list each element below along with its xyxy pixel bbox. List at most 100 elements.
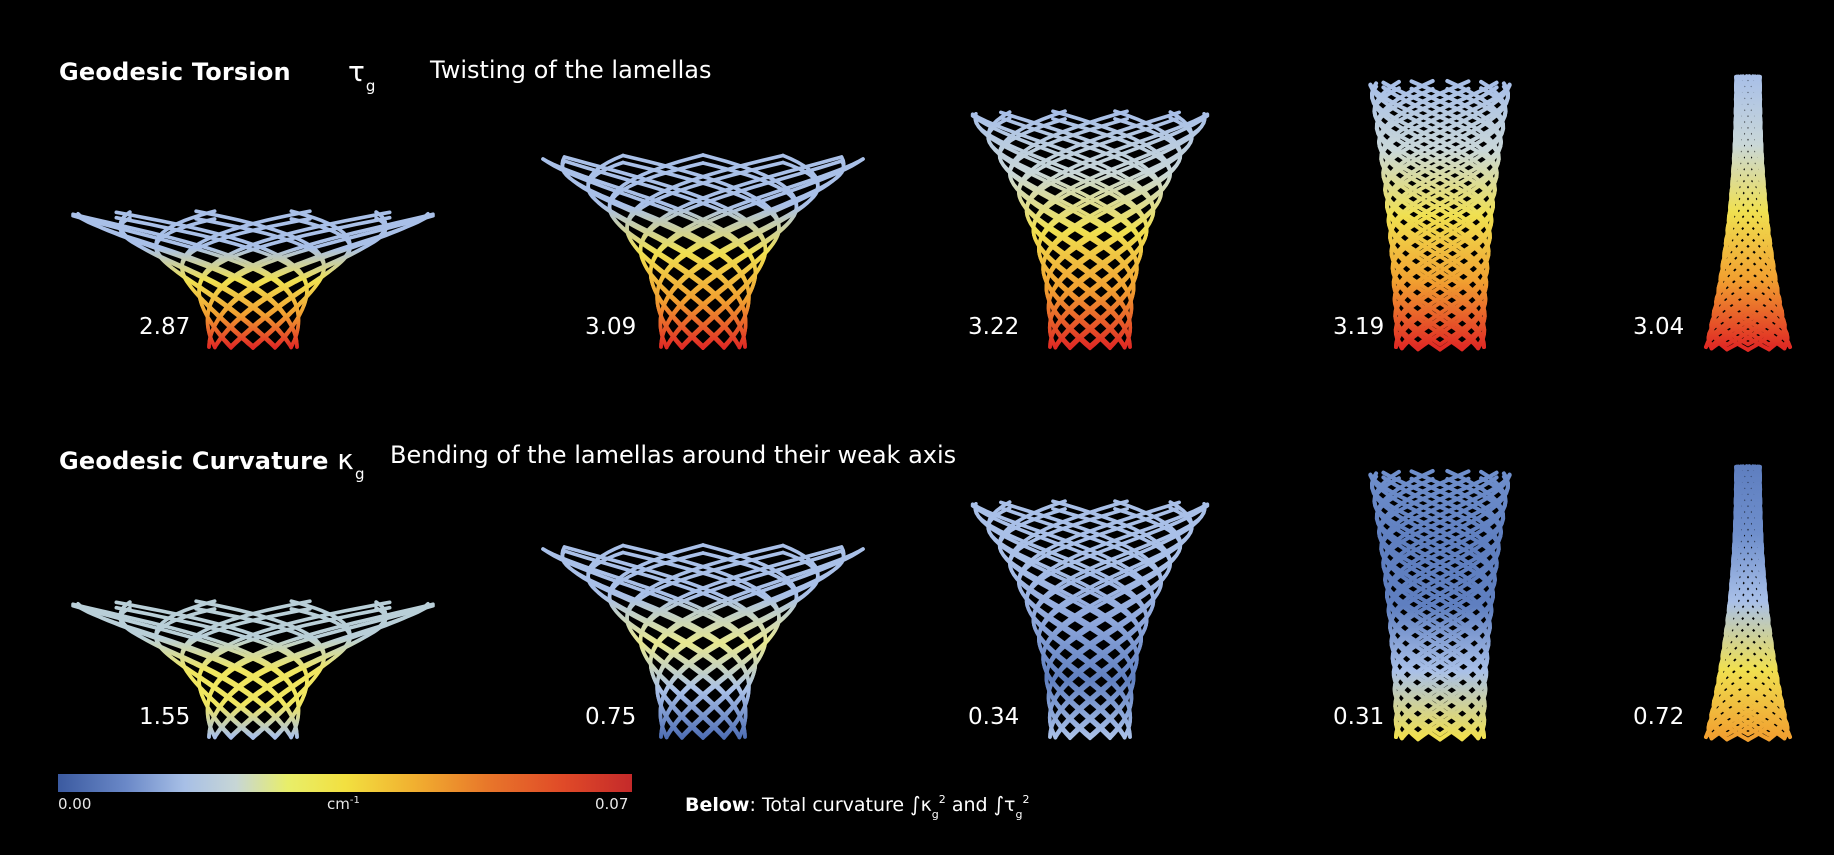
tau-g-symbol: τg — [348, 55, 375, 95]
lamella-strip — [1384, 79, 1508, 352]
tau-subscript: g — [365, 77, 376, 95]
row2-title-text: Geodesic Curvature — [59, 447, 329, 475]
row1-gridshell-3 — [970, 109, 1210, 351]
row1-description: Twisting of the lamellas — [430, 56, 712, 84]
lamella-strip — [1379, 85, 1499, 349]
lamella-strip — [655, 545, 846, 738]
kappa-symbol: κ — [337, 443, 354, 476]
row2-value-3: 0.34 — [968, 704, 1020, 730]
lamella-strip — [1007, 117, 1136, 351]
lamella-strip — [625, 160, 785, 349]
lamella-strip — [970, 112, 1156, 349]
lamella-strip — [1016, 505, 1181, 740]
lamella-strip — [180, 217, 312, 348]
tau-symbol: τ — [348, 55, 365, 88]
lamella-strip — [1381, 83, 1512, 351]
lamella-strip — [560, 549, 751, 740]
lamella-strip — [1386, 79, 1506, 352]
lamella-strip — [205, 214, 435, 349]
unit-exponent: -1 — [349, 795, 360, 806]
and-text: and — [951, 794, 988, 816]
integral-icon: ∫ — [910, 792, 921, 816]
lamella-strip — [541, 547, 758, 740]
tau-subscript: g — [1015, 808, 1023, 821]
row1-value-1: 2.87 — [139, 314, 191, 340]
lamella-strip — [973, 114, 1149, 349]
lamella-strip — [197, 215, 392, 348]
lamella-strip — [659, 543, 799, 739]
lamella-strip — [1376, 86, 1492, 348]
lamella-strip — [1379, 475, 1499, 739]
lamella-strip — [1016, 115, 1181, 350]
lamella-strip — [1369, 474, 1497, 737]
colorbar-unit-label: cm-1 — [327, 795, 360, 813]
lamella-strip — [1369, 84, 1497, 347]
lamella-strip — [1007, 507, 1136, 741]
row1-value-4: 3.19 — [1333, 314, 1385, 340]
lamella-strip — [1384, 469, 1508, 742]
colorbar — [58, 774, 632, 792]
lamella-strip — [71, 212, 301, 350]
colorbar-max-label: 0.07 — [595, 795, 629, 813]
row2-gridshell-3 — [970, 499, 1210, 741]
row1-gridshell-5 — [1704, 74, 1792, 352]
lamella-strip — [154, 217, 277, 348]
row2-value-4: 0.31 — [1333, 704, 1385, 730]
lamella-strip — [973, 504, 1149, 739]
lamella-strip — [1376, 476, 1492, 738]
kappa-symbol: κ — [920, 794, 932, 816]
lamella-strip — [76, 214, 299, 349]
lamella-strip — [71, 602, 301, 740]
row1-gridshell-2 — [541, 153, 865, 350]
lamella-strip — [154, 607, 277, 738]
kappa-g-symbol: κg — [337, 443, 364, 483]
row1-gridshell-1 — [71, 209, 435, 350]
lamella-strip — [1383, 471, 1511, 742]
row2-gridshell-1 — [71, 599, 435, 740]
footnote-text: : Total curvature — [749, 794, 905, 816]
lamella-strip — [541, 157, 758, 350]
row1-gridshell-4 — [1368, 79, 1512, 352]
lamella-strip — [970, 502, 1156, 739]
lamella-strip — [1374, 477, 1494, 737]
row1-value-5: 3.04 — [1633, 314, 1685, 340]
lamella-strip — [999, 110, 1164, 348]
lamella-strip — [114, 600, 309, 740]
tau-symbol: τ — [1004, 794, 1016, 816]
row2-gridshell-2 — [541, 543, 865, 740]
lamella-strip — [1386, 469, 1506, 742]
lamella-strip — [1709, 464, 1774, 737]
unit-text: cm — [327, 795, 350, 813]
row2-description: Bending of the lamellas around their wea… — [390, 441, 957, 469]
lamella-strip — [1383, 81, 1511, 352]
lamella-strip — [1024, 504, 1210, 740]
lamella-strip — [999, 500, 1164, 738]
lamella-strip — [1725, 75, 1782, 352]
row2-value-5: 0.72 — [1633, 704, 1685, 730]
row1-title: Geodesic Torsion — [59, 58, 291, 86]
lamella-strip — [1037, 500, 1194, 739]
lamella-strip — [659, 153, 799, 349]
kappa-subscript: g — [354, 465, 365, 483]
lamella-strip — [1037, 110, 1194, 349]
lamella-strip — [1031, 502, 1207, 739]
lamella-strip — [986, 116, 1143, 350]
row2-value-2: 0.75 — [585, 704, 637, 730]
colorbar-min-label: 0.00 — [58, 795, 92, 813]
lamella-strip — [1024, 114, 1210, 350]
lamella-strip — [1044, 499, 1173, 738]
lamella-strip — [114, 210, 309, 350]
lamella-strip — [621, 550, 781, 739]
kappa-exponent: 2 — [938, 793, 946, 806]
row1-value-3: 3.22 — [968, 314, 1020, 340]
lamella-strip — [180, 607, 312, 738]
lamella-strip — [229, 209, 352, 350]
lamella-strip — [1709, 74, 1774, 347]
row2-gridshell-5 — [1704, 464, 1792, 742]
lamella-strip — [560, 159, 751, 350]
row2-title: Geodesic Curvature κg — [59, 443, 365, 483]
row2-gridshell-4 — [1368, 469, 1512, 742]
footnote-bold: Below — [685, 794, 750, 816]
lamella-strip — [621, 160, 781, 349]
